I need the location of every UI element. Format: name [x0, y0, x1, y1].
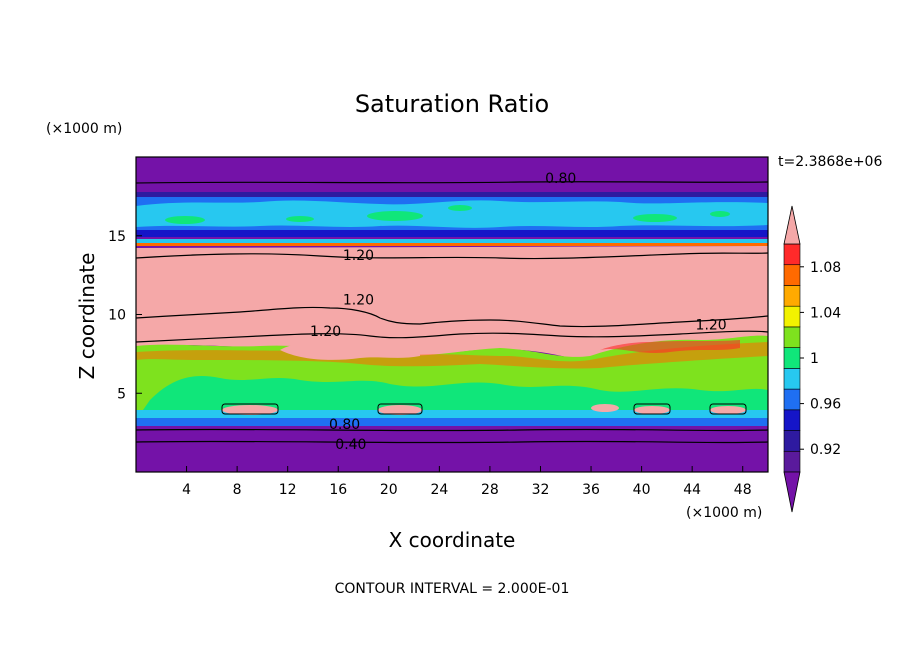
colorbar-tick-label: 0.96	[810, 397, 841, 413]
base-lens-5	[710, 406, 746, 414]
contour-interval-footer: CONTOUR INTERVAL = 2.000E-01	[335, 581, 570, 597]
contour-lens-1	[221, 403, 279, 415]
supersaturated-region	[136, 246, 768, 359]
thin-cyan-layer	[136, 239, 768, 243]
upper-band-green-5	[633, 214, 677, 222]
x-axis-ticks: 4 8 12 16 20 24 28 32 36 40 44 48	[182, 466, 752, 498]
x-axis-label: X coordinate	[389, 528, 516, 552]
thin-orange-layer	[136, 243, 768, 246]
colorbar-segment	[783, 305, 801, 328]
lower-cloud-pink-patch-1	[280, 339, 420, 360]
upper-band-green-1	[165, 216, 205, 224]
y-tick-label: 5	[117, 386, 126, 402]
upper-band-navy	[136, 192, 768, 197]
colorbar-tick-label: 1.04	[810, 305, 841, 321]
colorbar-segment	[783, 285, 801, 307]
x-tick-label: 32	[532, 482, 550, 498]
contour-label: 0.80	[545, 171, 576, 187]
contour-labels: 0.801.201.201.20 1.200.800.40	[310, 171, 727, 453]
y-axis-label: Z coordinate	[75, 253, 99, 380]
x-tick-label: 24	[430, 482, 448, 498]
x-tick-label: 36	[582, 482, 600, 498]
x-tick-label: 44	[683, 482, 701, 498]
colorbar-segment	[783, 243, 801, 266]
colorbar: 1.08 1.04 1 0.96 0.92	[783, 205, 841, 513]
lower-cloud-red-patch	[600, 340, 740, 353]
heatmap-field: 0.801.201.201.20 1.200.800.40	[136, 157, 768, 472]
contour-lens-3	[633, 403, 671, 415]
lower-cloud-orange-fringe	[136, 342, 768, 369]
contour-1-20-low	[136, 330, 768, 343]
contour-1-20-top	[136, 252, 768, 260]
colorbar-segment	[783, 409, 801, 431]
colorbar-over-triangle	[783, 205, 801, 245]
colorbar-segment	[783, 368, 801, 390]
x-tick-label: 12	[279, 482, 297, 498]
base-lens-2	[378, 405, 422, 415]
colorbar-segment	[783, 326, 801, 348]
colorbar-tick-label: 1.08	[810, 260, 841, 276]
x-tick-label: 8	[233, 482, 242, 498]
x-tick-label: 28	[481, 482, 499, 498]
contour-0-40	[136, 440, 768, 444]
x-unit-label: (×1000 m)	[686, 505, 762, 521]
contour-lens-4	[709, 403, 747, 415]
upper-band-green-4	[448, 205, 472, 211]
upper-band-green-3	[367, 211, 423, 221]
contour-label: 1.20	[343, 248, 374, 264]
y-tick-label: 15	[108, 229, 126, 245]
x-tick-label: 4	[182, 482, 191, 498]
time-label: t=2.3868e+06	[778, 154, 882, 170]
contour-0-80-upper	[136, 181, 768, 184]
y-unit-label: (×1000 m)	[46, 121, 122, 137]
x-tick-label: 20	[380, 482, 398, 498]
contour-label: 1.20	[343, 292, 374, 308]
base-lens-3	[591, 404, 619, 412]
colorbar-segment	[783, 388, 801, 411]
colorbar-segment	[783, 430, 801, 452]
contour-0-80-lower	[136, 428, 768, 432]
upper-band-darkblue	[136, 230, 768, 237]
upper-band-green-6	[710, 211, 730, 217]
colorbar-segment	[783, 264, 801, 286]
y-tick-label: 10	[108, 308, 126, 324]
colorbar-segment	[783, 347, 801, 369]
contour-lens-2	[377, 403, 423, 415]
colorbar-under-triangle	[783, 471, 801, 513]
contour-label: 1.20	[696, 318, 727, 334]
contour-1-20-mid	[136, 306, 768, 328]
contour-label: 1.20	[310, 324, 341, 340]
upper-band-cyan	[136, 200, 768, 228]
x-tick-label: 16	[329, 482, 347, 498]
upper-band-green-2	[286, 216, 314, 222]
colorbar-tick-label: 0.92	[810, 442, 841, 458]
lower-cloud-base-cyan	[136, 410, 768, 420]
x-tick-label: 48	[734, 482, 752, 498]
colorbar-tick-label: 1	[810, 351, 819, 367]
contour-label: 0.40	[335, 437, 366, 453]
chart-title: Saturation Ratio	[355, 90, 549, 118]
base-lens-1	[222, 405, 278, 415]
base-lens-4	[634, 406, 670, 414]
contour-label: 0.80	[329, 417, 360, 433]
lower-cloud-base-blue	[136, 418, 768, 426]
y-axis-ticks: 5 10 15	[108, 229, 142, 402]
colorbar-segment	[783, 450, 801, 473]
x-tick-label: 40	[633, 482, 651, 498]
